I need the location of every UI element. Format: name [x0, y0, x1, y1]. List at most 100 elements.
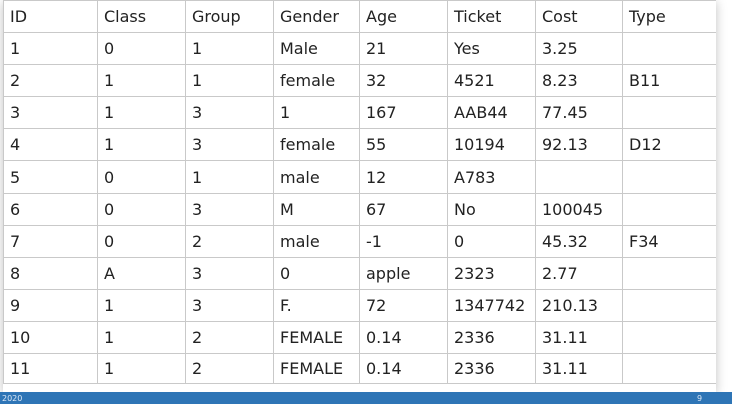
- table-cell-id: 3: [3, 96, 98, 130]
- table-cell-age: 32: [359, 64, 448, 98]
- table-cell-age: 72: [359, 288, 448, 322]
- data-table-image: ID Class Group Gender Age Ticket Cost Type 1 0 1 Ma…: [3, 0, 716, 392]
- table-cell-group: 1: [185, 32, 274, 66]
- table-cell-type: [622, 32, 716, 66]
- column-header-ticket: Ticket: [447, 0, 536, 34]
- table-cell-age: 67: [359, 192, 448, 226]
- table-cell-type: B11: [622, 64, 716, 98]
- table-cell-group: 3: [185, 288, 274, 322]
- table-cell-group: 3: [185, 128, 274, 162]
- table-cell-class: 1: [97, 288, 186, 322]
- table-cell-age: 55: [359, 128, 448, 162]
- table-cell-gender: 1: [273, 96, 360, 130]
- table-cell-ticket: 4521: [447, 64, 536, 98]
- table-cell-age: 0.14: [359, 320, 448, 355]
- table-cell-gender: F.: [273, 288, 360, 322]
- column-header-gender: Gender: [273, 0, 360, 34]
- table-cell-id: 11: [3, 353, 98, 385]
- table-cell-type: [622, 160, 716, 194]
- table-cell-id: 7: [3, 224, 98, 258]
- data-table: ID Class Group Gender Age Ticket Cost Type 1 0 1 Ma…: [3, 0, 716, 385]
- table-cell-group: 2: [185, 224, 274, 258]
- table-cell-gender: M: [273, 192, 360, 226]
- table-row: 10 1 2 FEMALE 0.14 2336 31.11: [3, 320, 716, 355]
- table-cell-cost: 100045: [535, 192, 623, 226]
- column-header-type: Type: [622, 0, 716, 34]
- table-cell-type: [622, 256, 716, 290]
- table-cell-age: 167: [359, 96, 448, 130]
- table-cell-type: F34: [622, 224, 716, 258]
- table-cell-ticket: No: [447, 192, 536, 226]
- table-cell-gender: female: [273, 64, 360, 98]
- table-cell-cost: 92.13: [535, 128, 623, 162]
- table-cell-id: 4: [3, 128, 98, 162]
- table-cell-group: 3: [185, 96, 274, 130]
- table-cell-group: 1: [185, 160, 274, 194]
- table-cell-gender: FEMALE: [273, 353, 360, 385]
- table-cell-class: 0: [97, 32, 186, 66]
- table-cell-class: 1: [97, 320, 186, 355]
- table-header-row: ID Class Group Gender Age Ticket Cost Type: [3, 0, 716, 34]
- table-cell-id: 5: [3, 160, 98, 194]
- table-cell-cost: 2.77: [535, 256, 623, 290]
- table-cell-age: apple: [359, 256, 448, 290]
- column-header-group: Group: [185, 0, 274, 34]
- table-body: ID Class Group Gender Age Ticket Cost Type 1 0 1 Ma…: [3, 0, 716, 385]
- table-cell-cost: 8.23: [535, 64, 623, 98]
- table-cell-class: 0: [97, 160, 186, 194]
- slide-number: 9: [697, 394, 703, 403]
- table-cell-group: 2: [185, 353, 274, 385]
- table-row: 4 1 3 female 55 10194 92.13 D12: [3, 128, 716, 162]
- table-cell-type: [622, 96, 716, 130]
- table-cell-cost: 31.11: [535, 353, 623, 385]
- table-cell-age: 0.14: [359, 353, 448, 385]
- table-cell-class: 1: [97, 64, 186, 98]
- table-cell-type: [622, 353, 716, 385]
- table-cell-age: 12: [359, 160, 448, 194]
- table-cell-ticket: 10194: [447, 128, 536, 162]
- table-cell-class: 1: [97, 353, 186, 385]
- column-header-cost: Cost: [535, 0, 623, 34]
- table-cell-cost: 45.32: [535, 224, 623, 258]
- table-cell-group: 3: [185, 192, 274, 226]
- table-cell-type: [622, 192, 716, 226]
- table-cell-class: A: [97, 256, 186, 290]
- table-row: 2 1 1 female 32 4521 8.23 B11: [3, 64, 716, 98]
- table-cell-age: 21: [359, 32, 448, 66]
- table-cell-cost: 31.11: [535, 320, 623, 355]
- table-cell-ticket: A783: [447, 160, 536, 194]
- table-cell-group: 3: [185, 256, 274, 290]
- table-cell-class: 0: [97, 192, 186, 226]
- table-cell-cost: 210.13: [535, 288, 623, 322]
- table-cell-ticket: Yes: [447, 32, 536, 66]
- table-cell-class: 0: [97, 224, 186, 258]
- table-cell-cost: [535, 160, 623, 194]
- table-row: 1 0 1 Male 21 Yes 3.25: [3, 32, 716, 66]
- column-header-id: ID: [3, 0, 98, 34]
- table-cell-ticket: AAB44: [447, 96, 536, 130]
- column-header-class: Class: [97, 0, 186, 34]
- table-row: 3 1 3 1 167 AAB44 77.45: [3, 96, 716, 130]
- table-row: 11 1 2 FEMALE 0.14 2336 31.11: [3, 353, 716, 385]
- table-row: 9 1 3 F. 72 1347742 210.13: [3, 288, 716, 322]
- table-cell-gender: male: [273, 224, 360, 258]
- table-cell-gender: female: [273, 128, 360, 162]
- slide-footer-bar: [0, 392, 732, 404]
- table-cell-ticket: 1347742: [447, 288, 536, 322]
- table-cell-gender: male: [273, 160, 360, 194]
- table-row: 7 0 2 male -1 0 45.32 F34: [3, 224, 716, 258]
- table-cell-id: 10: [3, 320, 98, 355]
- table-cell-ticket: 2323: [447, 256, 536, 290]
- table-cell-gender: 0: [273, 256, 360, 290]
- table-cell-group: 2: [185, 320, 274, 355]
- table-cell-cost: 3.25: [535, 32, 623, 66]
- table-cell-gender: FEMALE: [273, 320, 360, 355]
- table-cell-type: D12: [622, 128, 716, 162]
- table-cell-class: 1: [97, 128, 186, 162]
- table-cell-id: 1: [3, 32, 98, 66]
- table-cell-ticket: 0: [447, 224, 536, 258]
- table-cell-type: [622, 288, 716, 322]
- table-cell-id: 2: [3, 64, 98, 98]
- footer-year: 2020: [2, 394, 23, 403]
- table-cell-id: 8: [3, 256, 98, 290]
